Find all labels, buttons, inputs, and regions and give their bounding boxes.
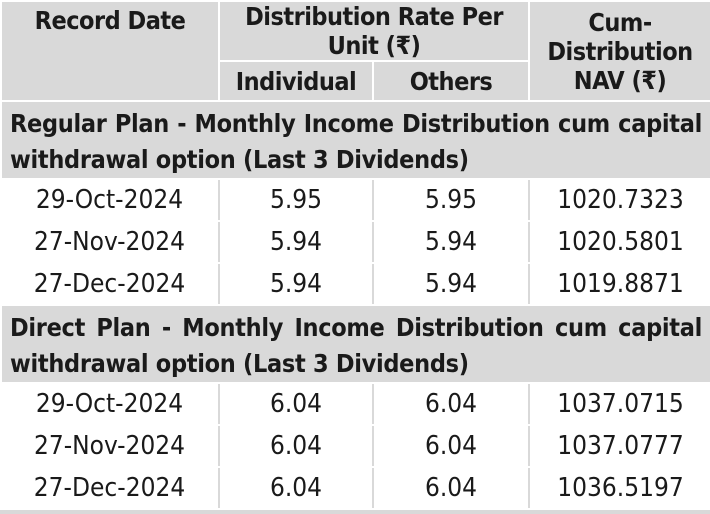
others-rate-cell: 5.94 [371, 220, 531, 264]
nav-header: Cum-Distribution NAV (₹) [528, 0, 710, 102]
individual-rate-cell: 5.94 [218, 220, 374, 264]
individual-rate-cell: 6.04 [218, 424, 374, 468]
record-date-cell: 27-Dec-2024 [1, 466, 220, 510]
individual-rate-cell: 5.95 [218, 178, 374, 222]
others-header: Others [371, 60, 531, 102]
section-row-direct: Direct Plan - Monthly Income Distributio… [0, 304, 710, 384]
individual-header: Individual [218, 60, 374, 102]
record-date-cell: 27-Nov-2024 [1, 424, 220, 468]
table-row: 27-Nov-2024 6.04 6.04 1037.0777 [1, 424, 710, 468]
individual-rate-cell: 5.94 [218, 262, 374, 306]
others-rate-cell: 5.94 [371, 262, 531, 306]
table-row: 29-Oct-2024 6.04 6.04 1037.0715 [1, 382, 710, 426]
distribution-rate-header: Distribution Rate Per Unit (₹) [217, 0, 531, 62]
table-row: 27-Dec-2024 5.94 5.94 1019.8871 [1, 262, 710, 306]
nav-header-line1: Cum-Distribution [547, 7, 693, 66]
bottom-rule [0, 510, 710, 514]
nav-cell: 1037.0715 [528, 382, 710, 426]
record-date-header: Record Date [0, 0, 220, 102]
nav-cell: 1020.7323 [528, 178, 710, 222]
individual-rate-cell: 6.04 [218, 466, 374, 510]
table-row: 27-Dec-2024 6.04 6.04 1036.5197 [1, 466, 710, 510]
others-rate-cell: 6.04 [371, 382, 531, 426]
section-title-regular: Regular Plan - Monthly Income Distributi… [0, 100, 710, 180]
record-date-cell: 27-Dec-2024 [1, 262, 220, 306]
others-rate-cell: 6.04 [371, 466, 531, 510]
nav-cell: 1019.8871 [528, 262, 710, 306]
record-date-cell: 29-Oct-2024 [1, 382, 220, 426]
table-row: 27-Nov-2024 5.94 5.94 1020.5801 [1, 220, 710, 264]
nav-cell: 1020.5801 [528, 220, 710, 264]
section-row-regular: Regular Plan - Monthly Income Distributi… [0, 100, 710, 180]
nav-cell: 1036.5197 [528, 466, 710, 510]
table-row: 29-Oct-2024 5.95 5.95 1020.7323 [1, 178, 710, 222]
others-rate-cell: 6.04 [371, 424, 531, 468]
record-date-cell: 27-Nov-2024 [1, 220, 220, 264]
others-rate-cell: 5.95 [371, 178, 531, 222]
individual-rate-cell: 6.04 [218, 382, 374, 426]
nav-cell: 1037.0777 [528, 424, 710, 468]
record-date-cell: 29-Oct-2024 [1, 178, 220, 222]
nav-header-line2: NAV (₹) [573, 65, 667, 95]
section-title-direct: Direct Plan - Monthly Income Distributio… [0, 304, 710, 384]
